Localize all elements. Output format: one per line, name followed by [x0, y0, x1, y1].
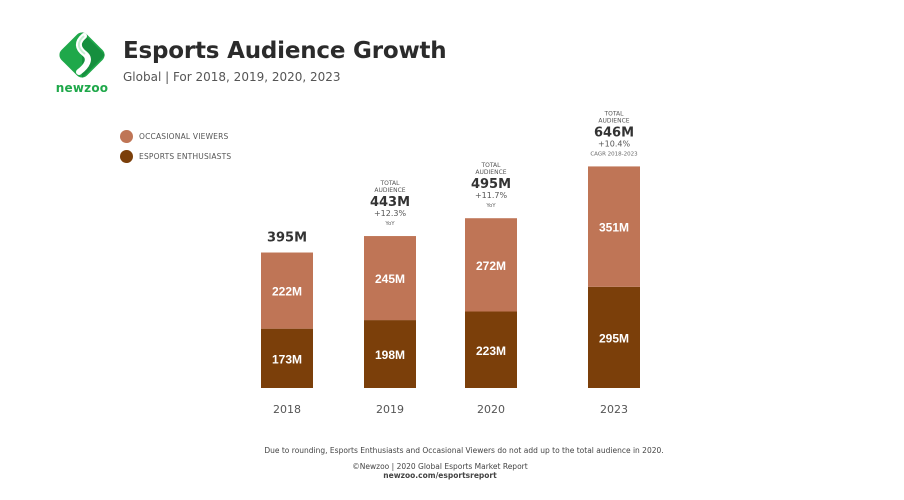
bar-segment-occasional-viewers-2020 [465, 218, 517, 312]
total-value-2023: 646M [594, 125, 634, 140]
newzoo-logo: newzoo [52, 28, 112, 96]
total-change: +12.3% [374, 209, 407, 218]
bar-value-label: 245M [375, 272, 405, 286]
total-header: TOTAL [480, 162, 501, 169]
x-tick-label: 2018 [273, 403, 301, 416]
bar-segment-occasional-viewers-2023 [588, 166, 640, 287]
bar-value-label: 295M [599, 331, 629, 345]
total-change-note: CAGR 2018-2023 [590, 151, 638, 157]
logo-text: newzoo [55, 81, 109, 95]
legend-item-esports-enthusiasts: ESPORTS ENTHUSIASTS [120, 146, 231, 166]
total-value-2018: 395M [267, 231, 307, 246]
legend-label: ESPORTS ENTHUSIASTS [139, 151, 232, 161]
bar-value-label: 272M [476, 259, 506, 273]
footnote-copyright: ©Newzoo | 2020 Global Esports Market Rep… [352, 462, 528, 471]
legend-label: OCCASIONAL VIEWERS [139, 131, 229, 141]
total-header: TOTAL [603, 110, 624, 117]
legend-swatch [120, 129, 133, 143]
legend-swatch [120, 149, 133, 163]
total-value-2019: 443M [370, 195, 410, 210]
total-change-note: YoY [384, 221, 395, 227]
bar-value-label: 198M [375, 348, 405, 362]
x-tick-label: 2019 [376, 403, 404, 416]
legend-item-occasional-viewers: OCCASIONAL VIEWERS [120, 126, 231, 146]
chart-title: Esports Audience Growth [123, 38, 447, 64]
bar-segment-occasional-viewers-2018 [261, 252, 313, 329]
bar-value-label: 223M [476, 344, 506, 358]
x-tick-label: 2020 [477, 403, 505, 416]
chart-subtitle: Global | For 2018, 2019, 2020, 2023 [123, 70, 341, 84]
bar-segment-esports-enthusiasts-2018 [261, 328, 313, 388]
total-header: AUDIENCE [475, 169, 506, 176]
newzoo-logo-icon [59, 32, 105, 78]
total-change: +11.7% [475, 191, 508, 200]
total-value-2020: 495M [471, 177, 511, 192]
x-tick-label: 2023 [600, 403, 628, 416]
bar-segment-esports-enthusiasts-2019 [364, 320, 416, 388]
total-header: TOTAL [379, 180, 400, 187]
bar-value-label: 173M [272, 352, 302, 366]
bar-segment-esports-enthusiasts-2020 [465, 311, 517, 388]
total-header: AUDIENCE [598, 117, 629, 124]
total-header: AUDIENCE [374, 187, 405, 194]
total-change-note: YoY [485, 203, 496, 209]
footnote-rounding: Due to rounding, Esports Enthusiasts and… [264, 446, 664, 455]
total-change: +10.4% [598, 139, 631, 148]
chart-legend: OCCASIONAL VIEWERS ESPORTS ENTHUSIASTS [120, 126, 231, 166]
bar-segment-occasional-viewers-2019 [364, 236, 416, 321]
bar-segment-esports-enthusiasts-2023 [588, 286, 640, 388]
footnote-url[interactable]: newzoo.com/esportsreport [383, 471, 497, 480]
bar-value-label: 351M [599, 221, 629, 235]
bar-value-label: 222M [272, 285, 302, 299]
